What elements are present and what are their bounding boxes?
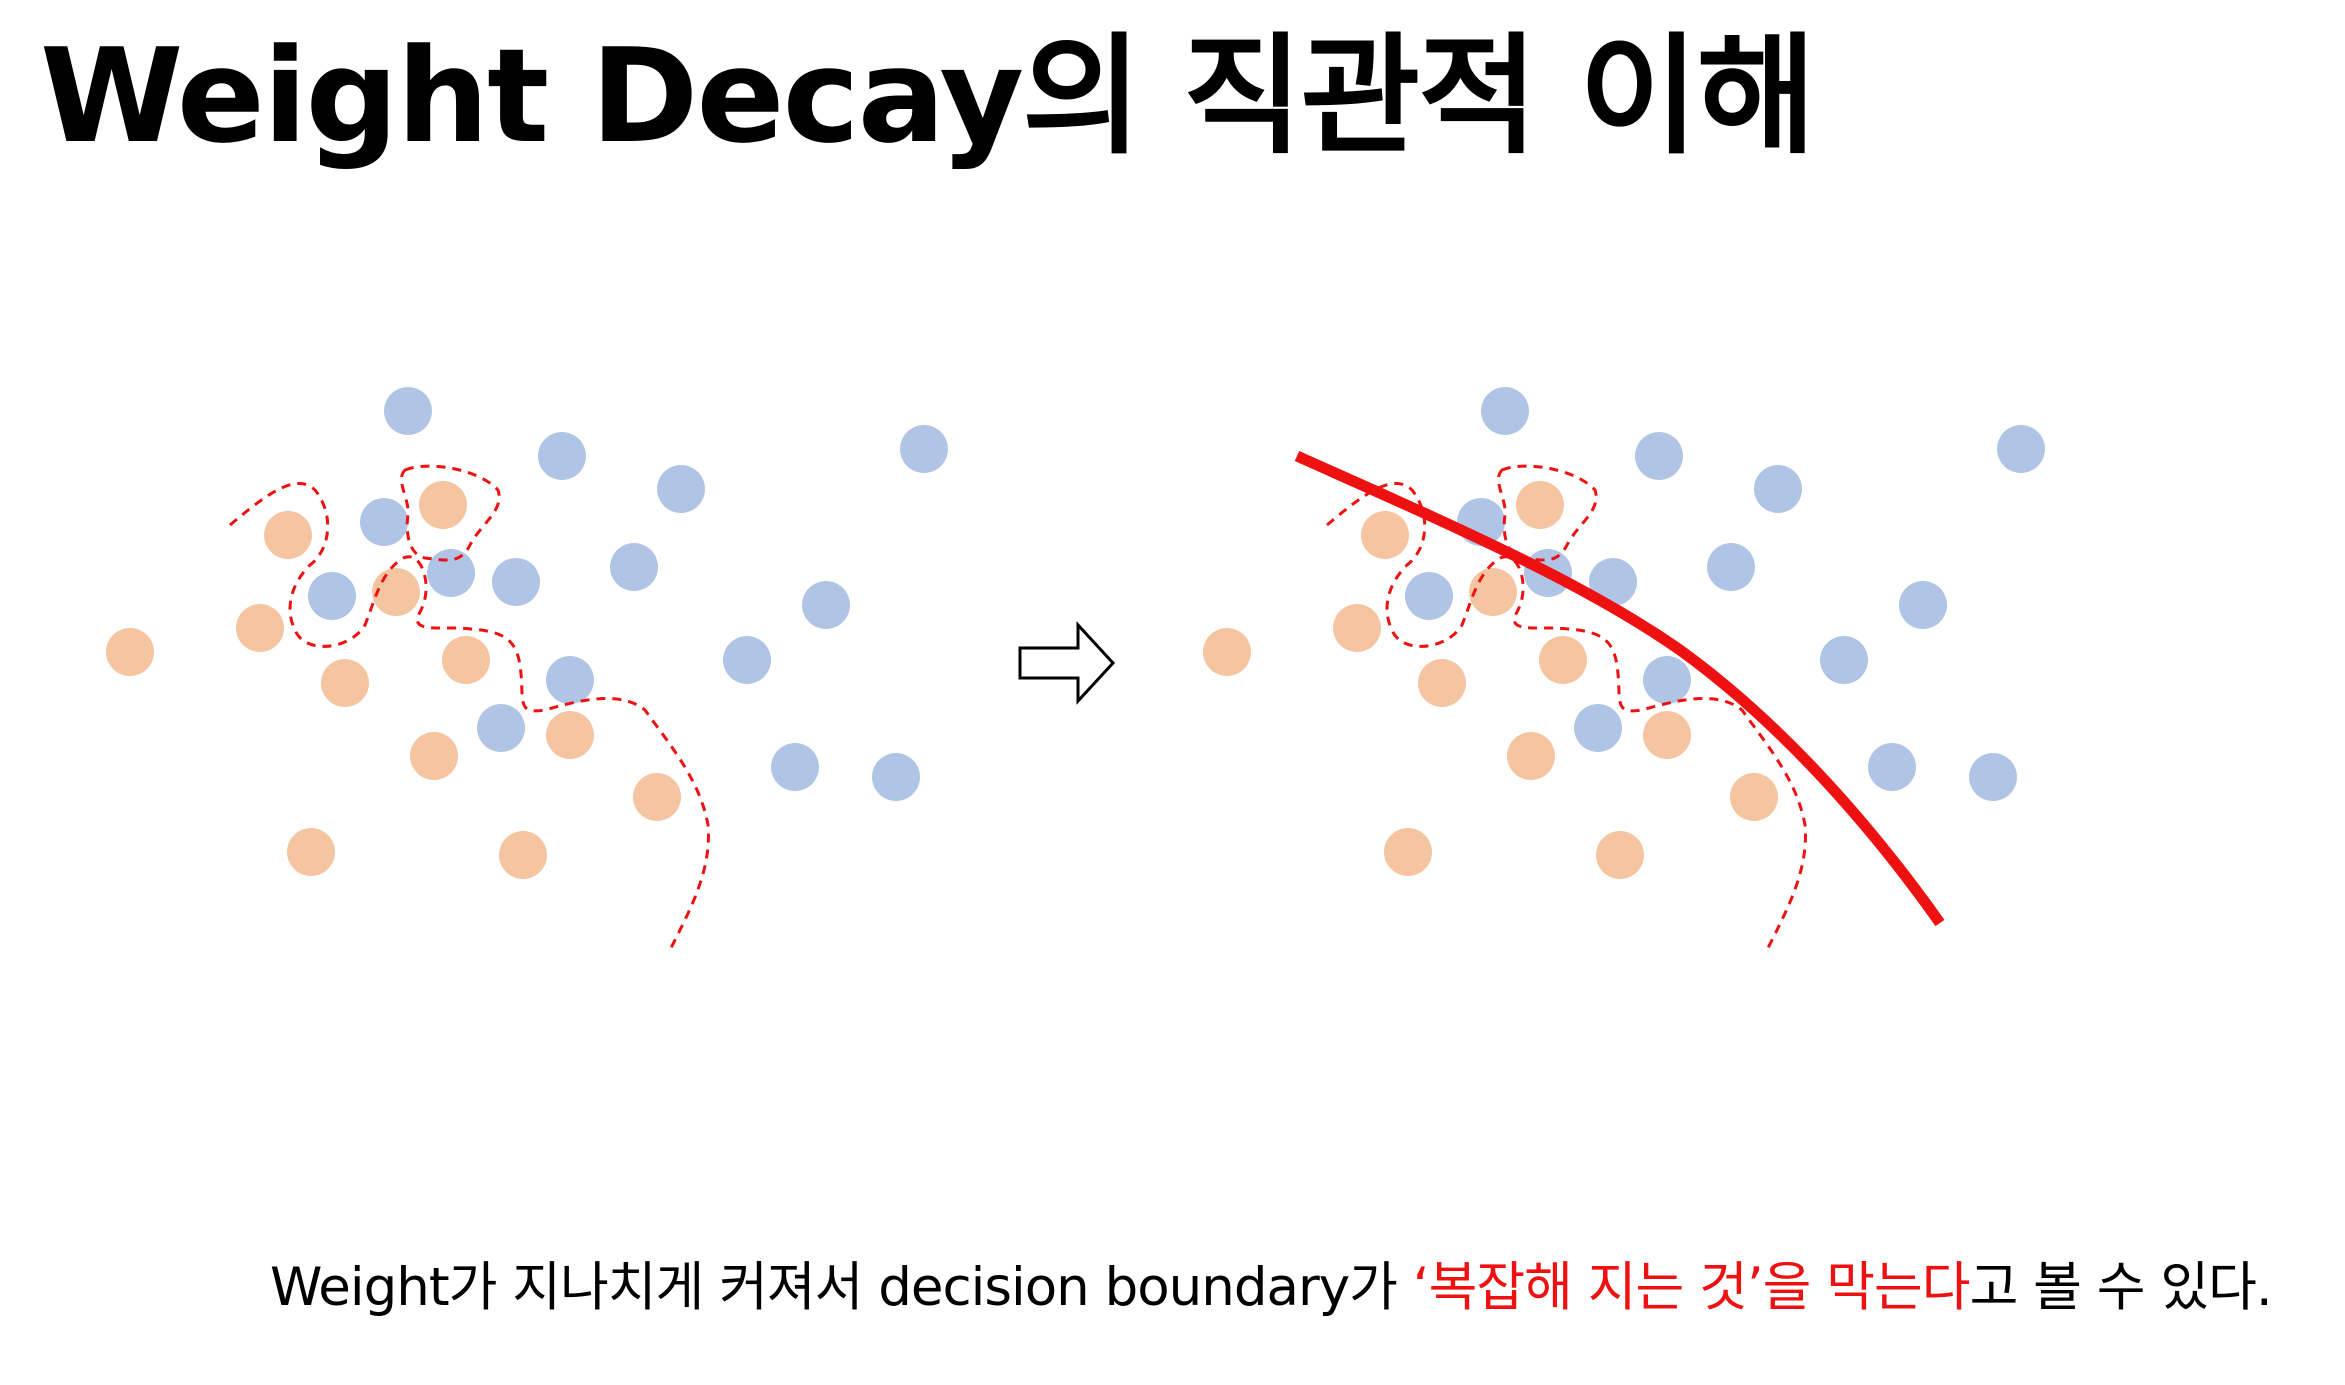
point-a [1361,511,1409,559]
point-a [419,481,467,529]
point-b [360,498,408,546]
point-b [1589,558,1637,606]
point-a [546,711,594,759]
point-a [1516,481,1564,529]
point-b [1997,425,2045,473]
point-a [1469,568,1517,616]
point-a [372,568,420,616]
complex-boundary-loop [1497,464,1598,562]
complex-boundary-loop [400,464,501,562]
point-a [236,604,284,652]
caption-text-before: Weight가 지나치게 커져서 decision boundary가 [270,1257,1413,1318]
point-a [410,732,458,780]
point-b [1754,465,1802,513]
caption-text-after: 고 볼 수 있다. [1969,1257,2273,1318]
point-b [723,636,771,684]
point-b [546,656,594,704]
point-b [1574,704,1622,752]
right-arrow-icon [1018,621,1116,705]
class-b-points [308,387,948,801]
point-b [771,743,819,791]
point-b [427,549,475,597]
point-b [1707,543,1755,591]
point-a [1596,831,1644,879]
point-b [477,704,525,752]
point-a [1730,773,1778,821]
point-b [538,432,586,480]
left-panel [106,387,948,951]
point-b [610,543,658,591]
point-b [802,581,850,629]
point-b [1820,636,1868,684]
point-a [1384,828,1432,876]
point-a [264,511,312,559]
point-a [442,636,490,684]
point-b [1481,387,1529,435]
slide-title: Weight Decay의 직관적 이해 [40,20,1816,172]
point-b [657,465,705,513]
point-b [308,572,356,620]
point-b [384,387,432,435]
point-b [1635,432,1683,480]
point-b [1643,656,1691,704]
point-a [1418,659,1466,707]
class-b-points [1405,387,2045,801]
point-a [499,831,547,879]
point-b [1868,743,1916,791]
point-a [1507,732,1555,780]
point-b [1969,753,2017,801]
point-a [1203,628,1251,676]
complex-decision-boundary [229,482,710,951]
class-a-points [1203,481,1778,879]
caption-highlight: ‘복잡해 지는 것’을 막는다 [1412,1257,1971,1318]
point-b [900,425,948,473]
point-b [1405,572,1453,620]
point-b [872,753,920,801]
point-b [1899,581,1947,629]
point-a [287,828,335,876]
point-b [492,558,540,606]
point-a [1539,636,1587,684]
point-a [106,628,154,676]
point-a [633,773,681,821]
complex-decision-boundary [1326,482,1807,951]
point-a [321,659,369,707]
right-panel [1203,387,2045,951]
point-a [1333,604,1381,652]
caption: Weight가 지나치게 커져서 decision boundary가 ‘복잡해… [270,1245,2273,1321]
smooth-decision-boundary [1294,450,1945,927]
point-a [1643,711,1691,759]
